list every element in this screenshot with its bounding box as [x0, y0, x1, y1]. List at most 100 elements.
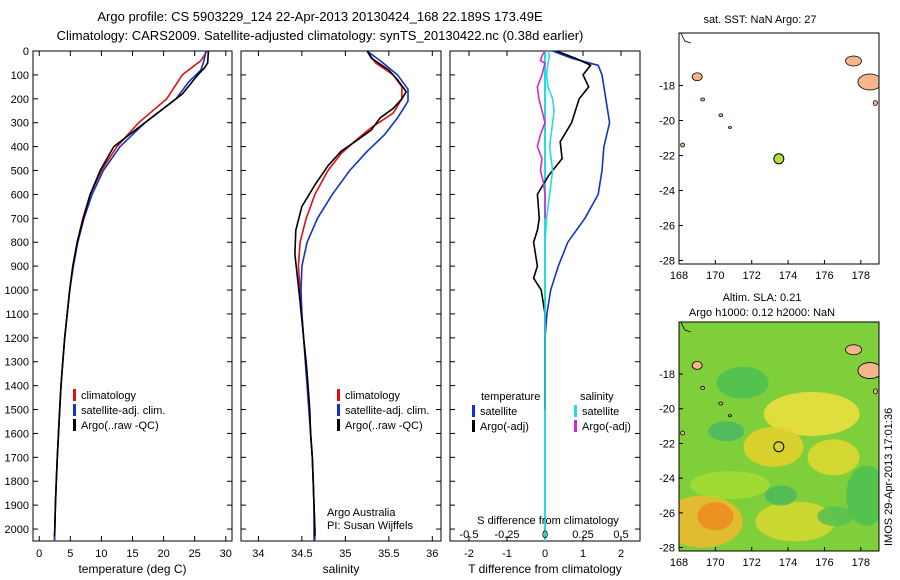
sst-map-ytick-label: -18 — [659, 81, 675, 93]
legend-label: Argo(-adj) — [480, 421, 529, 433]
depth-tick-label: 1600 — [5, 428, 29, 440]
salinity-xtick-label: 35 — [339, 548, 351, 560]
legend-marker — [472, 405, 475, 417]
depth-tick-label: 200 — [11, 94, 29, 106]
island-shape — [700, 386, 706, 390]
legend-label: Argo(-adj) — [582, 421, 631, 433]
difference-xtick-label: 2 — [618, 548, 624, 560]
difference-legend-title: salinity — [580, 391, 614, 403]
sla-map-xtick-label: 178 — [852, 557, 870, 569]
sst-map-xtick-label: 172 — [743, 270, 761, 282]
difference-series-line — [544, 50, 555, 541]
difference-secondary-tick-label: 0.25 — [572, 529, 593, 541]
temperature-xtick-label: 5 — [67, 548, 73, 560]
difference-xtick-label: 1 — [580, 548, 586, 560]
sla-map-ytick-label: -26 — [659, 508, 675, 520]
sst-map-ytick-label: -22 — [659, 151, 675, 163]
sla-map-frame — [678, 321, 880, 552]
legend-label: Argo(..raw -QC) — [81, 420, 159, 432]
temperature-series-line — [53, 50, 210, 537]
sla-anomaly-patch — [764, 485, 797, 506]
depth-tick-label: 1900 — [5, 500, 29, 512]
temperature-plot-frame — [32, 50, 233, 542]
legend-label: satellite — [582, 406, 619, 418]
sst-map-xtick-label: 170 — [706, 270, 724, 282]
difference-series-line — [536, 50, 546, 219]
figure-subtitle: Climatology: CARS2009. Satellite-adjuste… — [56, 28, 584, 43]
sla-map-subtitle: Argo h1000: 0.12 h2000: NaN — [689, 307, 835, 319]
depth-tick-label: 1500 — [5, 405, 29, 417]
sla-map-ytick-label: -24 — [659, 473, 675, 485]
legend-marker — [73, 389, 76, 401]
legend-label: climatology — [345, 390, 401, 402]
depth-tick-label: 500 — [11, 166, 29, 178]
sla-map-ytick-label: -18 — [659, 369, 675, 381]
legend-marker — [574, 420, 577, 432]
coastline — [680, 322, 691, 333]
sla-map-xtick-label: 174 — [779, 557, 797, 569]
legend-label: satellite-adj. clim. — [81, 405, 165, 417]
sst-map-xtick-label: 168 — [670, 270, 688, 282]
difference-xtick-label: 0 — [542, 548, 548, 560]
difference-xtick-label: -2 — [464, 548, 474, 560]
difference-legend-title: temperature — [481, 391, 540, 403]
sst-map-title: sat. SST: NaN Argo: 27 — [703, 14, 816, 26]
temperature-xtick-label: 25 — [189, 548, 201, 560]
legend-marker — [73, 419, 76, 431]
sla-anomaly-patch — [716, 366, 769, 399]
depth-tick-label: 1100 — [5, 309, 29, 321]
float-position-marker — [773, 441, 785, 453]
island-shape — [845, 55, 862, 67]
island-shape — [691, 72, 703, 82]
sla-anomaly-patch — [807, 439, 860, 476]
sla-anomaly-patch — [689, 471, 770, 500]
difference-secondary-tick-label: -0.25 — [494, 529, 519, 541]
sst-map-ytick-label: -26 — [659, 221, 675, 233]
temperature-xtick-label: 15 — [126, 548, 138, 560]
legend-marker — [337, 404, 340, 416]
temperature-xtick-label: 10 — [95, 548, 107, 560]
sla-anomaly-patch — [755, 501, 836, 542]
sst-map-xtick-label: 176 — [815, 270, 833, 282]
island-shape — [680, 142, 686, 148]
island-shape — [857, 73, 879, 91]
sla-map-ytick-label: -28 — [659, 543, 675, 555]
depth-tick-label: 1800 — [5, 476, 29, 488]
depth-tick-label: 400 — [11, 142, 29, 154]
depth-tick-label: 600 — [11, 189, 29, 201]
depth-tick-label: 800 — [11, 237, 29, 249]
salinity-xtick-label: 34 — [252, 548, 264, 560]
sla-anomaly-patch — [817, 506, 854, 527]
sst-map-ytick-label: -20 — [659, 116, 675, 128]
sla-anomaly-patch — [846, 465, 879, 526]
temperature-xtick-label: 0 — [36, 548, 42, 560]
depth-tick-label: 2000 — [5, 524, 29, 536]
float-position-marker — [773, 153, 785, 165]
depth-tick-label: 100 — [11, 70, 29, 82]
sla-map-ytick-label: -20 — [659, 404, 675, 416]
legend-marker — [73, 404, 76, 416]
depth-tick-label: 700 — [11, 213, 29, 225]
island-shape — [700, 97, 706, 102]
legend-marker — [337, 419, 340, 431]
timestamp-stamp: IMOS 29-Apr-2013 17:01:36 — [883, 407, 895, 546]
sla-map-xtick-label: 176 — [815, 557, 833, 569]
temperature-xtick-label: 20 — [157, 548, 169, 560]
sla-map-content — [679, 322, 879, 551]
depth-tick-label: 1000 — [5, 285, 29, 297]
island-shape — [845, 344, 862, 356]
salinity-xtick-label: 36 — [426, 548, 438, 560]
temperature-series-line — [53, 50, 208, 542]
depth-tick-label: 1700 — [5, 452, 29, 464]
salinity-series-line — [297, 50, 403, 541]
difference-secondary-tick-label: -0.5 — [460, 529, 479, 541]
difference-secondary-tick-label: 0 — [542, 529, 548, 541]
sst-map-ytick-label: -24 — [659, 186, 675, 198]
temperature-series-line — [53, 50, 207, 542]
depth-tick-label: 1400 — [5, 381, 29, 393]
salinity-xtick-label: 35.5 — [378, 548, 399, 560]
depth-tick-label: 1300 — [5, 357, 29, 369]
salinity-series-line — [294, 50, 408, 537]
island-shape — [872, 100, 878, 106]
